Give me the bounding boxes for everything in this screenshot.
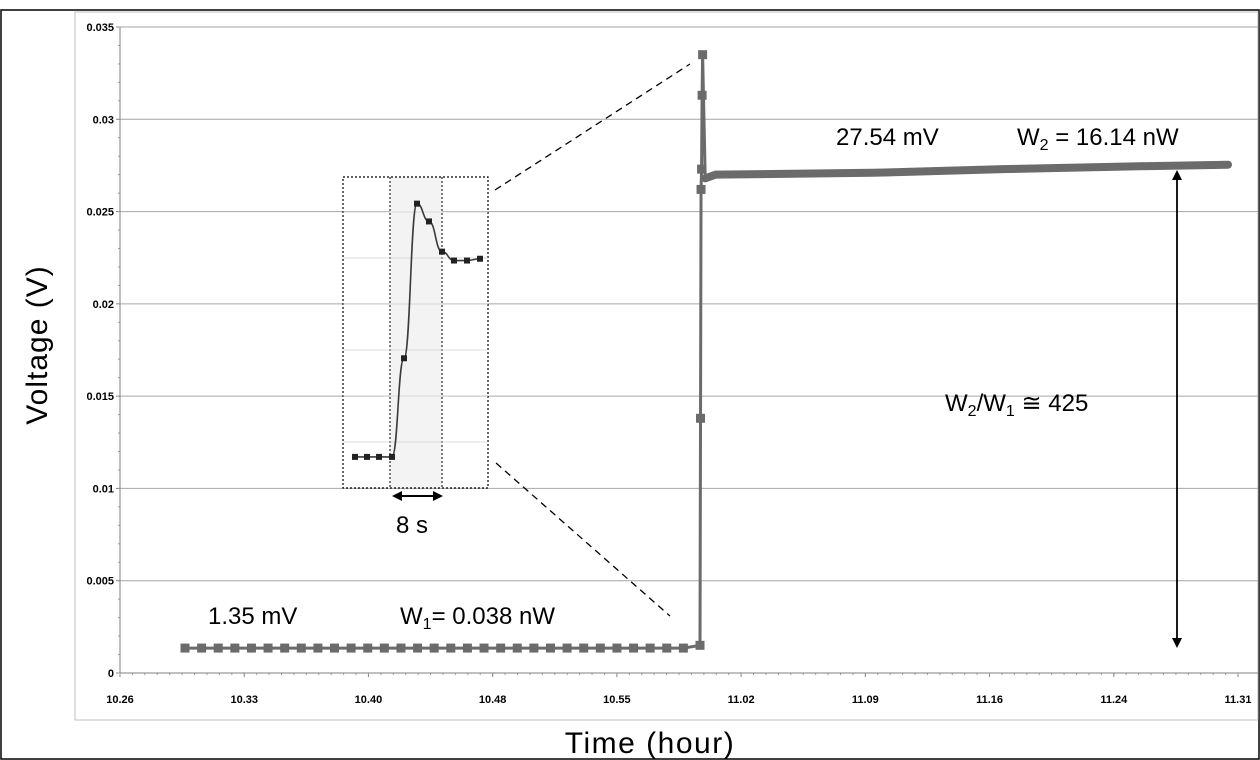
inset-point — [389, 453, 395, 460]
inset-series — [352, 200, 483, 460]
interval-label: 8 s — [396, 512, 428, 539]
x-tick-label: 11.02 — [728, 694, 755, 706]
data-point — [263, 643, 273, 653]
data-point — [645, 643, 655, 653]
inset-point — [364, 453, 370, 460]
inset-point — [477, 255, 483, 262]
data-point — [479, 643, 489, 653]
data-point — [697, 90, 707, 100]
data-point — [612, 643, 622, 653]
zoom-connector-bottom — [495, 462, 671, 617]
data-point — [462, 643, 472, 653]
annotation-w1: W1= 0.038 nW — [400, 603, 555, 633]
chart-frame — [0, 9, 1260, 760]
data-point — [629, 643, 639, 653]
x-tick-label: 10.48 — [479, 694, 507, 706]
interval-arrow-head-left — [392, 491, 402, 501]
plot-frame — [74, 11, 1259, 721]
inset-point — [426, 218, 432, 225]
data-point — [296, 643, 306, 653]
y-tick-label: 0.015 — [86, 391, 114, 403]
data-point — [545, 643, 555, 653]
data-point — [197, 643, 207, 653]
inset-frame — [342, 176, 489, 489]
data-point — [313, 643, 323, 653]
annotation-w2: W2 = 16.14 nW — [1017, 124, 1179, 154]
data-point — [697, 164, 707, 174]
x-tick-label: 10.55 — [603, 694, 631, 706]
data-point — [512, 643, 522, 653]
inset-point — [401, 355, 407, 362]
data-point — [180, 643, 190, 653]
data-point — [446, 643, 456, 653]
series-line-plateau — [701, 160, 1232, 183]
data-point — [695, 640, 705, 650]
data-point — [579, 643, 589, 653]
data-point — [529, 643, 539, 653]
annotation-v1: 1.35 mV — [208, 603, 297, 630]
y-tick-label: 0 — [108, 668, 114, 680]
x-tick-label: 11.31 — [1225, 694, 1252, 706]
y-tick-label: 0.035 — [86, 22, 114, 34]
data-point — [496, 643, 506, 653]
y-axis-title: Voltage (V) — [21, 265, 54, 424]
x-tick-label: 10.33 — [230, 694, 258, 706]
x-tick-label: 10.26 — [106, 694, 134, 706]
y-tick-label: 0.03 — [93, 114, 114, 126]
inset-zoom: 8 s — [342, 176, 489, 539]
ratio-arrow-head-bottom — [1172, 638, 1182, 648]
y-tick-label: 0.005 — [86, 576, 114, 588]
inset-shaded-region — [390, 177, 442, 488]
data-point — [662, 643, 672, 653]
x-tick-label: 11.09 — [852, 694, 879, 706]
data-point — [696, 413, 706, 423]
data-point — [396, 643, 406, 653]
data-point — [413, 643, 423, 653]
data-point — [230, 643, 240, 653]
x-tick-label: 11.16 — [976, 694, 1003, 706]
annotation-v2: 27.54 mV — [836, 124, 939, 151]
data-point — [562, 643, 572, 653]
inset-point — [451, 257, 457, 264]
inset-point — [376, 453, 382, 460]
y-tick-label: 0.02 — [93, 299, 114, 311]
annotation-ratio: W2/W1 ≅ 425 — [945, 390, 1088, 420]
inset-point — [439, 248, 445, 255]
inset-point — [414, 200, 420, 207]
interval-arrow-head-right — [433, 491, 443, 501]
zoom-connector-top — [494, 63, 691, 191]
x-tick-label: 10.40 — [355, 694, 383, 706]
x-axis-title: Time (hour) — [565, 727, 735, 760]
ratio-arrow-head-top — [1172, 170, 1182, 180]
data-point — [213, 643, 223, 653]
data-point — [698, 50, 708, 60]
series-voltage — [180, 50, 1232, 653]
data-point — [429, 643, 439, 653]
y-tick-label: 0.01 — [93, 483, 114, 495]
data-point — [246, 643, 256, 653]
data-point — [330, 643, 340, 653]
inset-point — [464, 257, 470, 264]
y-tick-label: 0.025 — [86, 207, 114, 219]
x-tick-label: 11.24 — [1100, 694, 1128, 706]
data-point — [280, 643, 290, 653]
series-line-rise — [185, 54, 707, 650]
data-point — [696, 184, 706, 194]
gridlines — [120, 26, 1258, 582]
inset-point — [352, 453, 358, 460]
data-point — [346, 643, 356, 653]
data-point — [595, 643, 605, 653]
data-point — [363, 643, 373, 653]
data-point — [379, 643, 389, 653]
x-axis-ticks: 10.26 10.33 10.40 10.48 10.55 11.02 11.09 11.16… — [106, 673, 1251, 706]
y-axis-ticks: 0 0.005 0.01 0.015 0.02 0.025 0.03 0.035 — [86, 22, 120, 680]
data-point — [678, 643, 688, 653]
